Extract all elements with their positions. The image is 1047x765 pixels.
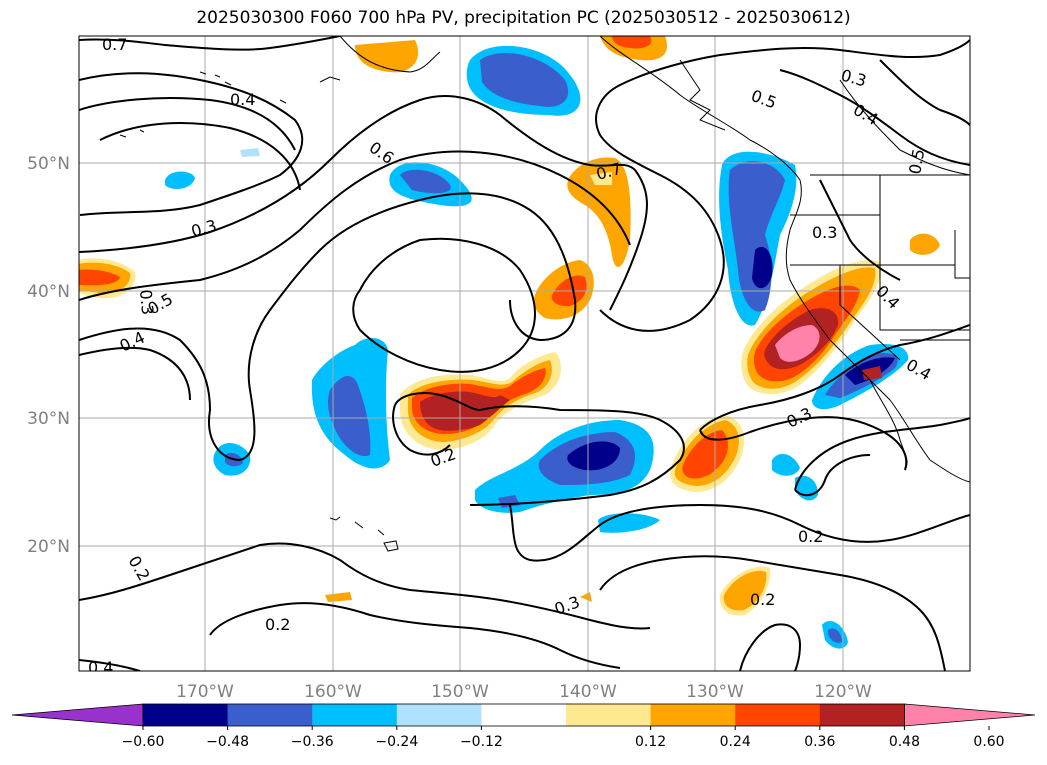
colorbar-swatch — [735, 704, 821, 726]
contour-label: 0.4 — [88, 658, 113, 677]
lon-label-140w: 140°W — [559, 682, 617, 702]
colorbar-tick-label: −0.12 — [460, 734, 503, 750]
map-frame — [78, 35, 971, 672]
lon-label-120w: 120°W — [814, 682, 872, 702]
lat-label-50n: 50°N — [27, 154, 70, 174]
contour-label: 0.4 — [230, 90, 255, 109]
precipitation-shading — [79, 36, 940, 649]
contour-label: 0.3 — [812, 223, 837, 242]
colorbar-swatch — [396, 704, 482, 726]
contour-label: 0.3 — [189, 216, 219, 241]
map-title: 2025030300 F060 700 hPa PV, precipitatio… — [196, 8, 851, 28]
contour-label: 0.3 — [784, 404, 815, 432]
contour-label: 0.2 — [798, 527, 823, 546]
colorbar-swatch — [650, 704, 736, 726]
coastlines — [119, 36, 970, 552]
contour-label: 0.5 — [749, 86, 779, 113]
colorbar-swatch — [227, 704, 313, 726]
lat-label-30n: 30°N — [27, 409, 70, 429]
pv-contours — [79, 36, 970, 671]
colorbar-outline — [142, 703, 905, 727]
contour-label: 0.7 — [102, 35, 127, 54]
lat-label-20n: 20°N — [27, 537, 70, 557]
colorbar-tick-label: 0.48 — [889, 734, 920, 750]
colorbar-tick-label: −0.36 — [291, 734, 334, 750]
colorbar-swatch — [566, 704, 652, 726]
lon-label-130w: 130°W — [686, 682, 744, 702]
contour-label: 0.3 — [136, 289, 157, 316]
map-area: 0.7 0.4 0.6 0.3 0.5 0.4 0.3 0.4 0.5 0.3 … — [79, 35, 970, 677]
contour-label: 0.3 — [552, 592, 582, 619]
lon-label-150w: 150°W — [431, 682, 489, 702]
colorbar-swatch — [143, 704, 229, 726]
colorbar-tick-label: 0.60 — [973, 734, 1004, 750]
contour-label: 0.2 — [750, 590, 775, 609]
colorbar-tick-label: 0.12 — [635, 734, 666, 750]
colorbar-tick-label: 0.36 — [804, 734, 835, 750]
colorbar-tick-label: −0.24 — [375, 734, 418, 750]
lon-label-170w: 170°W — [176, 682, 234, 702]
colorbar-swatch — [312, 704, 398, 726]
longitude-labels: 170°W 160°W 150°W 140°W 130°W 120°W — [176, 682, 872, 702]
contour-label: 0.4 — [117, 328, 148, 356]
colorbar-swatch — [481, 704, 567, 726]
colorbar-swatch — [819, 704, 905, 726]
contour-label: 0.2 — [125, 553, 154, 585]
lat-label-40n: 40°N — [27, 282, 70, 302]
colorbar: −0.60 −0.48 −0.36 −0.24 −0.12 0.12 0.24 0.36 0.4… — [11, 703, 1036, 750]
colorbar-tick-label: −0.60 — [122, 734, 165, 750]
colorbar-tick-label: −0.48 — [206, 734, 249, 750]
colorbar-tick-label: 0.24 — [720, 734, 751, 750]
contour-label: 0.2 — [265, 615, 290, 634]
gridlines — [79, 36, 970, 671]
latitude-labels: 50°N 40°N 30°N 20°N — [27, 154, 70, 557]
contour-label: 0.5 — [905, 147, 928, 175]
colorbar-extend-min — [11, 703, 144, 727]
lon-label-160w: 160°W — [304, 682, 362, 702]
colorbar-extend-max — [904, 703, 1036, 727]
